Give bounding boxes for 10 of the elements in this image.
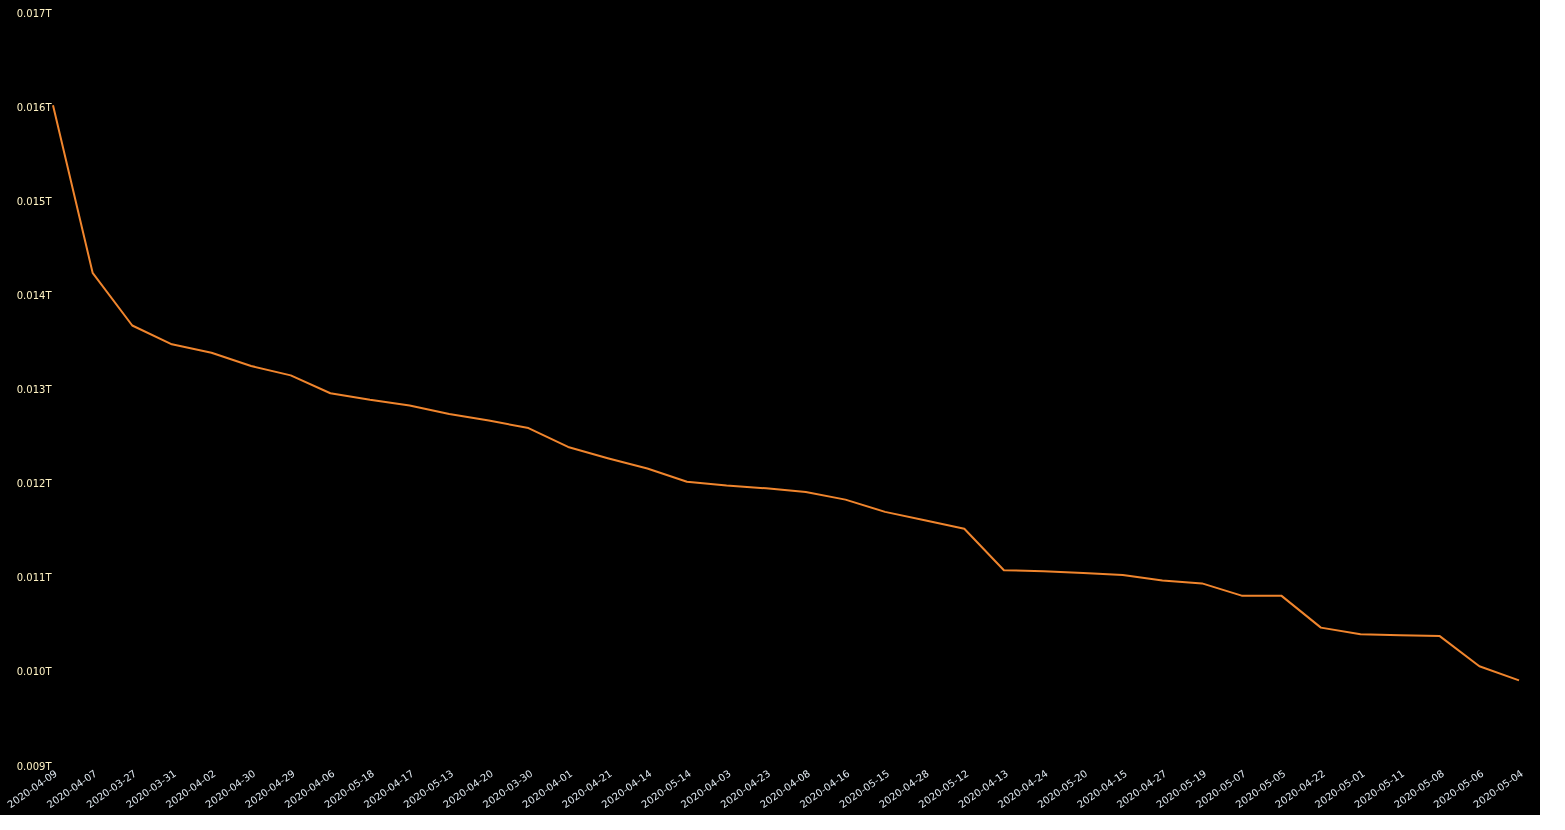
- y-tick-label: 0.010T: [16, 666, 53, 678]
- line-series: [52, 104, 1520, 682]
- y-tick-label: 0.012T: [16, 478, 53, 490]
- y-tick-label: 0.013T: [16, 384, 53, 395]
- y-tick-label: 0.011T: [16, 572, 53, 584]
- y-tick-label: 0.016T: [16, 101, 53, 113]
- y-tick-label: 0.014T: [16, 289, 53, 301]
- y-tick-label: 0.009T: [16, 760, 53, 772]
- y-tick-label: 0.015T: [16, 195, 53, 207]
- y-tick-label: 0.017T: [16, 7, 53, 19]
